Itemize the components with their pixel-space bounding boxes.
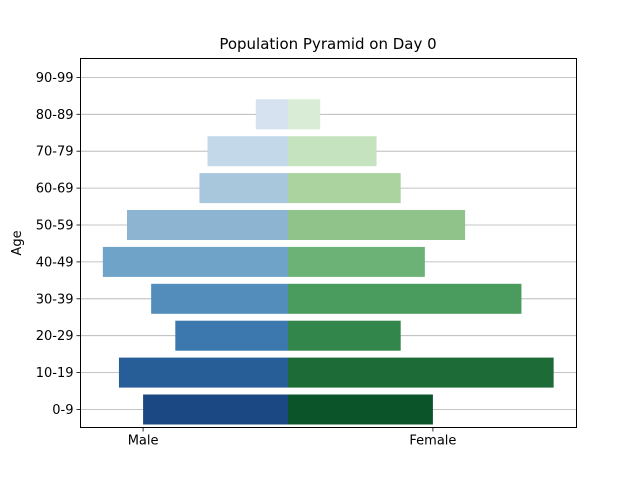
bar-female-10-19: [288, 357, 554, 388]
bar-female-80-89: [288, 99, 321, 130]
bar-female-20-29: [288, 320, 401, 351]
bar-male-30-39: [151, 283, 288, 314]
y-tick-label-0-9: 0-9: [52, 403, 73, 418]
axis-ticks: 0-9 10-19 20-29 30-39 40-49 50-59 60-69 70-79 80…: [36, 71, 457, 449]
bars: [102, 99, 554, 425]
bar-male-70-79: [207, 136, 288, 167]
y-tick-label-50-59: 50-59: [36, 219, 74, 234]
bar-male-60-69: [199, 173, 288, 204]
bar-female-40-49: [288, 246, 425, 277]
bar-female-60-69: [288, 173, 401, 204]
bar-male-10-19: [118, 357, 288, 388]
bar-female-50-59: [288, 210, 466, 240]
bar-female-0-9: [288, 394, 433, 425]
x-tick-label-female: Female: [409, 434, 456, 449]
bar-male-20-29: [175, 320, 288, 351]
bar-male-50-59: [127, 210, 288, 240]
y-tick-label-60-69: 60-69: [36, 182, 74, 197]
bar-female-70-79: [288, 136, 377, 167]
bar-female-30-39: [288, 283, 522, 314]
y-tick-label-80-89: 80-89: [36, 108, 74, 123]
y-tick-label-70-79: 70-79: [36, 145, 74, 160]
plot-frame: [80, 58, 577, 428]
bar-male-0-9: [143, 394, 288, 425]
y-tick-label-30-39: 30-39: [36, 292, 74, 307]
chart-title: Population Pyramid on Day 0: [219, 35, 436, 53]
y-tick-label-40-49: 40-49: [36, 255, 74, 270]
y-axis-label: Age: [10, 230, 25, 255]
x-tick-label-male: Male: [128, 434, 159, 449]
bar-male-80-89: [255, 99, 288, 130]
bar-male-40-49: [102, 246, 288, 277]
y-tick-label-90-99: 90-99: [36, 71, 74, 86]
y-tick-label-10-19: 10-19: [36, 366, 74, 381]
y-tick-label-20-29: 20-29: [36, 329, 74, 344]
